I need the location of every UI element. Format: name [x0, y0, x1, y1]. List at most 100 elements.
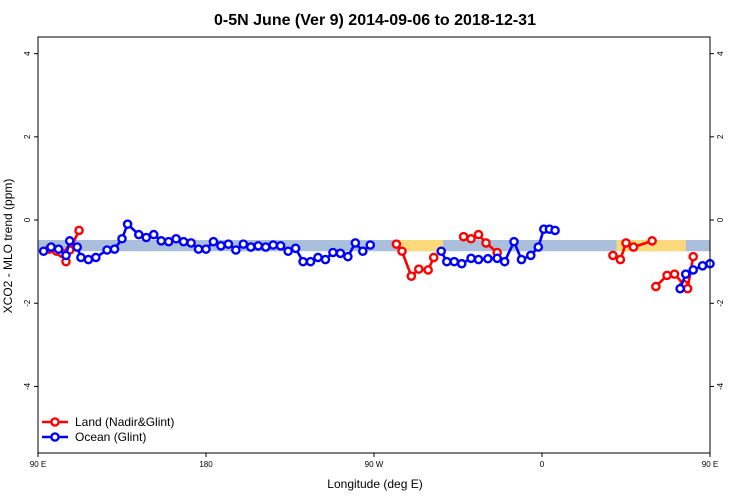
- y-tick-label-right: -2: [716, 299, 725, 307]
- series-0-point: [406, 271, 417, 282]
- series-1-point: [441, 256, 452, 267]
- legend-label: Land (Nadir&Glint): [75, 415, 174, 429]
- series-1-point: [122, 219, 133, 229]
- series-1-point: [117, 233, 127, 244]
- series-1-point: [550, 225, 560, 236]
- y-tick-label-left: -4: [23, 382, 32, 390]
- series-0-point: [608, 250, 618, 261]
- series-0-point: [397, 246, 407, 257]
- x-tick-label: 180: [199, 460, 213, 469]
- series-0-point: [413, 264, 424, 274]
- series-1-point: [268, 240, 279, 250]
- y-tick-label-left: 2: [23, 134, 32, 139]
- series-0-point: [651, 281, 661, 292]
- series-1-point: [156, 236, 166, 246]
- y-tick-label-right: 4: [716, 51, 725, 56]
- series-1-point: [238, 239, 249, 249]
- series-1-point: [516, 254, 527, 265]
- x-tick-label: 90 E: [30, 460, 46, 469]
- series-1-point: [208, 236, 219, 247]
- legend-label: Ocean (Glint): [75, 430, 146, 444]
- series-1-point: [275, 241, 286, 251]
- series-1-point: [141, 232, 152, 243]
- legend-item-1: Ocean (Glint): [42, 430, 146, 444]
- y-tick-label-right: -4: [716, 382, 725, 390]
- series-1-point: [76, 252, 86, 263]
- series-1-point: [46, 242, 56, 252]
- series-1-point: [163, 236, 174, 247]
- series-1-point: [72, 242, 82, 252]
- legend-swatch-marker: [50, 417, 60, 427]
- series-1-point: [53, 244, 64, 254]
- series-0-point: [466, 233, 476, 244]
- series-1-point: [283, 246, 293, 257]
- series-1-point: [328, 247, 338, 258]
- series-1-point: [335, 248, 346, 259]
- series-1-point: [492, 253, 503, 264]
- series-1-point: [533, 242, 544, 252]
- series-1-point: [148, 229, 159, 240]
- series-1-point: [320, 254, 331, 265]
- legend: Land (Nadir&Glint)Ocean (Glint): [42, 415, 174, 444]
- y-tick-label-left: -2: [23, 299, 32, 307]
- series-1-point: [216, 241, 226, 251]
- series-1-point: [109, 244, 120, 254]
- series-1-point: [102, 245, 112, 255]
- series-1-point: [675, 283, 685, 294]
- series-1-point: [456, 258, 467, 269]
- series-1-point: [231, 245, 241, 255]
- legend-item-0: Land (Nadir&Glint): [42, 415, 174, 429]
- series-1-point: [178, 236, 189, 247]
- series-0-point: [74, 225, 84, 236]
- series-0-point: [428, 252, 439, 263]
- y-tick-label-left: 4: [23, 51, 32, 56]
- series-1-point: [38, 246, 49, 257]
- series-0-point: [473, 229, 484, 240]
- series-0-point: [662, 270, 672, 281]
- series-0-point: [391, 239, 402, 249]
- series-1-point: [449, 256, 460, 267]
- y-axis: -4 -4 -2 -2 0 0 2 2 4 4: [23, 51, 725, 390]
- series-1-point: [290, 243, 301, 254]
- y-axis-label: XCO2 - MLO trend (ppm): [1, 179, 15, 314]
- series-1-point: [61, 250, 71, 261]
- series-1-point: [466, 253, 476, 264]
- series-0-point: [621, 238, 631, 248]
- series-1-point: [298, 256, 308, 267]
- series-1-point: [186, 238, 196, 248]
- series-1-point: [313, 252, 323, 263]
- x-tick-label: 90 E: [702, 460, 718, 469]
- series-1-point: [171, 233, 181, 244]
- series-1-point: [245, 242, 256, 252]
- series-0-point: [458, 231, 469, 242]
- series-1-point: [343, 251, 353, 262]
- series-1-point: [436, 246, 447, 257]
- series-0-point: [688, 251, 699, 262]
- series-1-point: [499, 256, 510, 267]
- series-1-point: [83, 254, 94, 265]
- series-1-point: [201, 244, 211, 254]
- land-band-1: [616, 240, 686, 252]
- series-0-point: [628, 242, 639, 252]
- series-1-point: [473, 254, 484, 265]
- series-0-point: [647, 236, 657, 246]
- land-band-0: [400, 240, 444, 252]
- series-0-point: [615, 254, 626, 265]
- x-axis-label: Longitude (deg E): [327, 477, 422, 491]
- series-1-point: [688, 265, 699, 275]
- series-1-point: [253, 241, 264, 251]
- series-1-point: [305, 256, 316, 267]
- series-0-point: [669, 269, 680, 279]
- series-1-point: [357, 246, 368, 257]
- series-1-point: [91, 252, 101, 263]
- series-1-point: [133, 229, 144, 240]
- series-1-point: [223, 239, 234, 249]
- series-1-point: [350, 238, 361, 248]
- series-layer: [38, 219, 715, 294]
- series-1-point: [509, 236, 519, 247]
- series-1: [38, 219, 715, 294]
- x-tick-label: 90 W: [365, 460, 384, 469]
- series-1-point: [193, 244, 204, 254]
- series-1-point: [365, 240, 376, 250]
